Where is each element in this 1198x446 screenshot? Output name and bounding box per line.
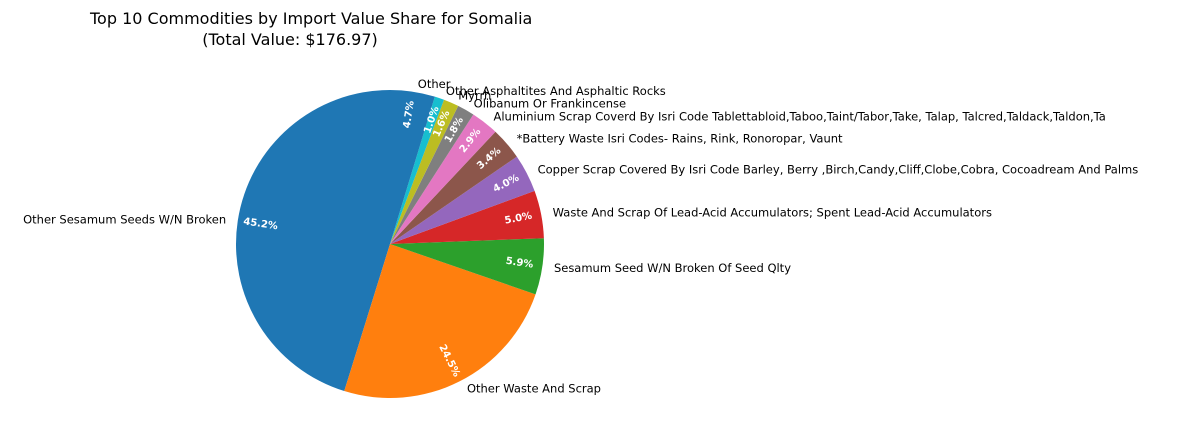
percent-label: 5.9% <box>505 256 534 271</box>
percent-label: 45.2% <box>243 216 279 232</box>
percent-label: 4.7% <box>402 100 417 129</box>
percent-label: 5.0% <box>504 211 533 227</box>
category-label: *Battery Waste Isri Codes- Rains, Rink, … <box>517 132 843 146</box>
pie-category-labels: Other Sesamum Seeds W/N Broken Other Wast… <box>23 77 1138 395</box>
pie-slice-olibanum-or-frankincense <box>390 105 474 244</box>
category-label: Other Waste And Scrap <box>467 381 601 395</box>
pie-slice-waste-and-scrap-of-lead-acid-accumulator <box>390 190 544 244</box>
pie-slice-aluminium-scrap-coverd-by-isri-code-tabl <box>390 114 496 244</box>
pie-slices <box>235 90 544 398</box>
category-label: Waste And Scrap Of Lead-Acid Accumulator… <box>553 206 992 220</box>
pie-slice-myrrh <box>390 99 459 244</box>
category-label: Other <box>418 77 451 91</box>
pie-slice-other <box>390 90 435 244</box>
category-label: Myrrh <box>458 89 491 103</box>
subtitle-line: (Total Value: $176.97) <box>202 30 378 49</box>
pie-slice-copper-scrap-covered-by-isri-code-barley <box>390 156 535 244</box>
pie-slice-sesamum-seed-w-n-broken-of-seed-qlty <box>390 238 544 295</box>
pie-slice-battery-waste-isri-codes-rains-rink-rono <box>390 131 517 244</box>
pie-slice-other-sesamum-seeds-w-n-broken <box>235 90 390 392</box>
chart-title: Top 10 Commodities by Import Value Share… <box>90 8 533 50</box>
pie-slice-other-waste-and-scrap <box>344 244 536 398</box>
category-label: Copper Scrap Covered By Isri Code Barley… <box>538 163 1139 177</box>
category-label: Aluminium Scrap Coverd By Isri Code Tabl… <box>494 110 1106 124</box>
title-line: Top 10 Commodities by Import Value Share… <box>90 9 533 28</box>
category-label: Other Asphaltites And Asphaltic Rocks <box>446 84 666 98</box>
category-label: Olibanum Or Frankincense <box>474 96 626 110</box>
pie-slice-other-asphaltites-and-asphaltic-rocks <box>390 96 444 244</box>
category-label: Sesamum Seed W/N Broken Of Seed Qlty <box>554 261 791 275</box>
category-label: Other Sesamum Seeds W/N Broken <box>23 213 226 227</box>
